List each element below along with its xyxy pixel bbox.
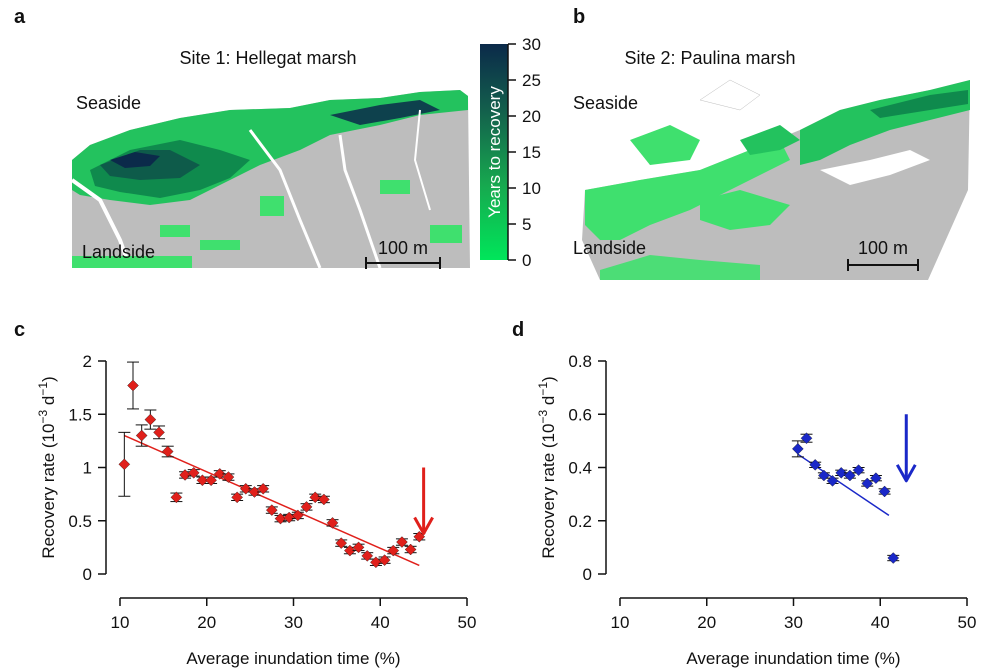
data-point — [844, 469, 856, 482]
colorbar-ticks: 0 5 10 15 20 25 30 — [507, 35, 541, 270]
chart-d: 0 0.2 0.4 0.6 0.8 10 20 30 40 50 Average inundatio… — [536, 352, 976, 668]
data-point — [300, 501, 313, 513]
map-b-seaside-label: Seaside — [573, 93, 638, 113]
data-point — [213, 468, 226, 480]
map-site1 — [70, 90, 470, 269]
data-point — [378, 554, 391, 566]
data-point — [887, 552, 900, 564]
colorbar-label: Years to recovery — [485, 86, 504, 218]
data-point — [292, 509, 304, 522]
data-point — [240, 483, 252, 495]
data-point — [170, 491, 183, 504]
data-point — [153, 426, 165, 439]
data-point — [205, 474, 217, 487]
x-tick-label: 30 — [284, 613, 303, 632]
data-point — [396, 536, 408, 548]
panel-letter-c: c — [14, 319, 25, 341]
data-point — [187, 467, 200, 479]
data-point — [861, 477, 874, 490]
map-a-scalebar — [365, 257, 441, 269]
x-tick-label: 20 — [197, 613, 216, 632]
data-point — [800, 432, 813, 444]
data-point — [818, 469, 830, 482]
data-point — [878, 485, 891, 498]
map-a-title: Site 1: Hellegat marsh — [179, 48, 356, 68]
map-a-scalebar-label: 100 m — [378, 238, 428, 258]
map-b-title: Site 2: Paulina marsh — [624, 48, 795, 68]
data-point — [127, 379, 139, 392]
x-tick-label: 50 — [458, 613, 477, 632]
data-point — [835, 467, 847, 479]
y-tick-label: 0.5 — [68, 512, 92, 531]
data-point — [266, 504, 278, 516]
y-axis-label: Recovery rate (10−3 d−1) — [36, 376, 58, 558]
data-point — [404, 543, 417, 556]
x-axis-label: Average inundation time (%) — [186, 649, 400, 668]
map-b-scalebar-label: 100 m — [858, 238, 908, 258]
y-tick-label: 0.8 — [568, 352, 592, 371]
chart-c: 0 0.5 1 1.5 2 10 20 30 40 50 Average inundation ti… — [36, 352, 476, 668]
data-point — [335, 537, 347, 549]
x-tick-label: 10 — [111, 613, 130, 632]
data-point — [144, 413, 157, 426]
y-tick-label: 0.4 — [568, 459, 592, 478]
y-axis-label: Recovery rate (10−3 d−1) — [536, 376, 558, 558]
data-point — [309, 491, 321, 504]
x-tick-label: 40 — [371, 613, 390, 632]
data-point — [344, 544, 356, 557]
colorbar-tick-label: 20 — [522, 107, 541, 126]
data-point — [248, 486, 261, 498]
data-point — [257, 483, 269, 495]
colorbar-tick-label: 10 — [522, 179, 541, 198]
arrow-head — [413, 516, 434, 536]
data-point — [361, 550, 374, 562]
x-tick-label: 50 — [958, 613, 977, 632]
panel-letter-d: d — [512, 319, 524, 341]
data-point — [231, 491, 243, 504]
data-point — [118, 458, 131, 471]
arrow-head — [895, 464, 917, 483]
data-point — [826, 475, 839, 487]
map-a-seaside-label: Seaside — [76, 93, 141, 113]
panel-letter-b: b — [573, 6, 585, 28]
data-point — [792, 443, 804, 455]
y-tick-label: 0 — [83, 565, 92, 584]
colorbar — [480, 44, 508, 260]
colorbar-tick-label: 0 — [522, 251, 531, 270]
map-b-scalebar — [847, 259, 919, 271]
y-tick-label: 0.2 — [568, 512, 592, 531]
data-point — [413, 530, 426, 543]
data-point — [161, 445, 174, 458]
y-tick-label: 2 — [83, 352, 92, 371]
y-tick-label: 1.5 — [68, 405, 92, 424]
data-point — [135, 429, 148, 442]
colorbar-tick-label: 30 — [522, 35, 541, 54]
x-tick-label: 40 — [871, 613, 890, 632]
colorbar-tick-label: 15 — [522, 143, 541, 162]
data-point — [809, 459, 821, 471]
map-a-landside-label: Landside — [82, 242, 155, 262]
data-point — [318, 493, 330, 506]
data-point — [370, 556, 382, 569]
y-tick-label: 0 — [583, 565, 592, 584]
x-tick-label: 30 — [784, 613, 803, 632]
x-tick-label: 10 — [611, 613, 630, 632]
data-point — [352, 541, 365, 554]
x-tick-label: 20 — [697, 613, 716, 632]
data-point — [852, 464, 865, 476]
y-tick-label: 0.6 — [568, 405, 592, 424]
map-b-landside-label: Landside — [573, 238, 646, 258]
y-tick-label: 1 — [83, 459, 92, 478]
data-point — [870, 472, 882, 484]
data-point — [387, 544, 400, 557]
data-point — [179, 469, 191, 481]
colorbar-tick-label: 5 — [522, 215, 531, 234]
map-site2 — [582, 79, 970, 280]
data-point — [326, 517, 339, 529]
colorbar-tick-label: 25 — [522, 71, 541, 90]
panel-letter-a: a — [14, 6, 26, 28]
x-axis-label: Average inundation time (%) — [686, 649, 900, 668]
data-point — [222, 471, 235, 483]
